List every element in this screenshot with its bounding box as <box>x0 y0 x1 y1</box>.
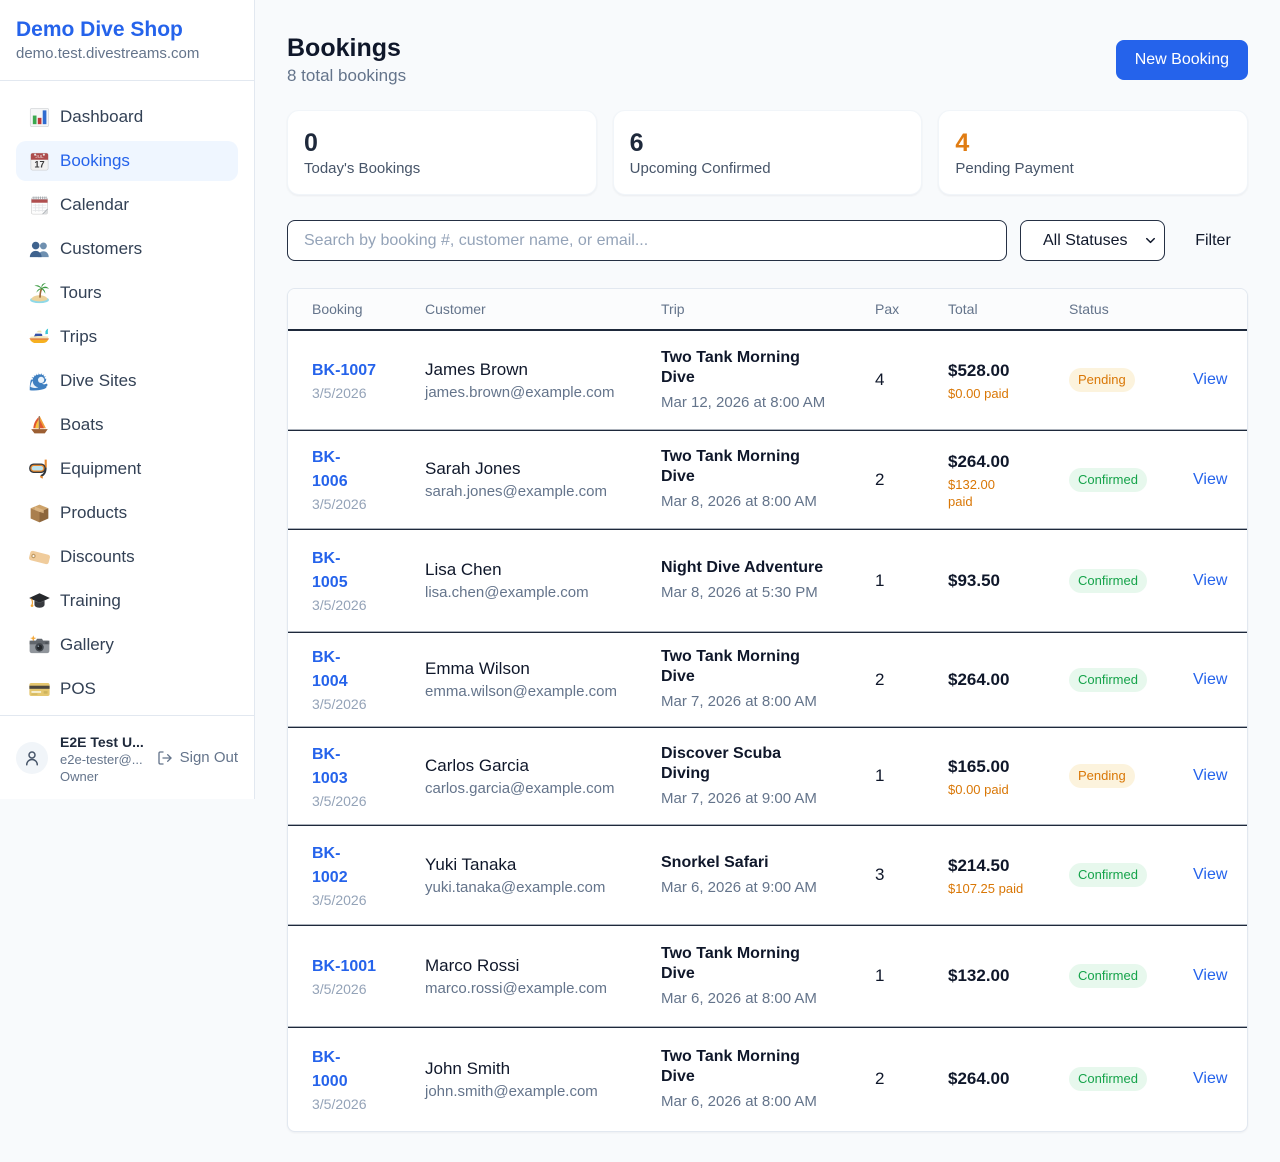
svg-text:17: 17 <box>34 159 44 169</box>
svg-text:JUL: JUL <box>35 154 44 159</box>
